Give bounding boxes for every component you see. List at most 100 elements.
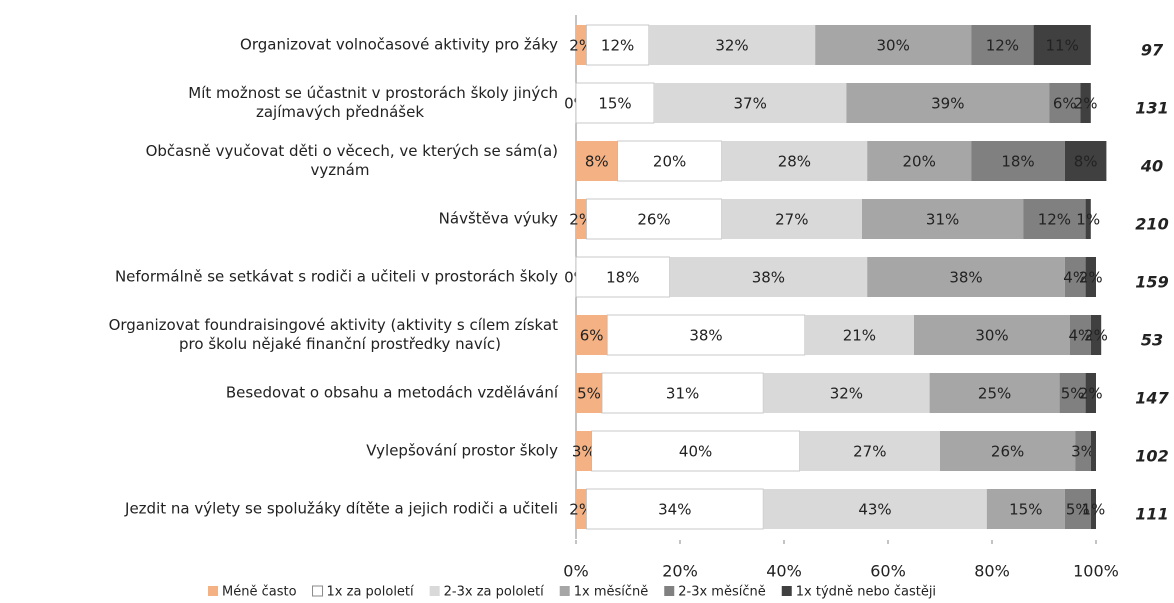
data-label: 6% (580, 327, 604, 345)
total-label: 102 (1135, 447, 1168, 466)
x-tick-label: 40% (766, 562, 802, 581)
bar-segment (586, 488, 764, 530)
data-label: 1% (1082, 501, 1106, 519)
bar-segment (929, 373, 1060, 413)
data-label: 3% (1071, 443, 1095, 461)
data-label: 11% (1046, 37, 1079, 55)
data-label: 38% (752, 269, 785, 287)
data-label: 20% (653, 153, 686, 171)
data-label: 20% (903, 153, 936, 171)
data-label: 8% (585, 153, 609, 171)
data-label: 1% (1076, 211, 1100, 229)
data-label: 30% (975, 327, 1008, 345)
category-label: Občasně vyučovat děti o věcech, ve který… (146, 142, 558, 160)
data-label: 5% (577, 385, 601, 403)
data-label: 8% (1074, 153, 1098, 171)
legend-label: 2-3x měsíčně (678, 585, 766, 600)
legend-label: 1x za pololetí (327, 585, 414, 600)
total-label: 97 (1141, 41, 1164, 60)
bar-segment (586, 198, 723, 240)
bar-segment (1064, 141, 1107, 181)
data-label: 2% (1084, 327, 1108, 345)
data-label: 38% (689, 327, 722, 345)
bar-segment (799, 431, 940, 471)
bar-segment (971, 25, 1034, 65)
data-label: 4% (1063, 269, 1087, 287)
total-label: 40 (1140, 157, 1163, 176)
bar-segment (1080, 83, 1091, 123)
bar-segment (914, 315, 1070, 355)
bar-segment (867, 141, 972, 181)
bar-segment (862, 199, 1024, 239)
data-label: 43% (858, 501, 891, 519)
x-tick-label: 60% (870, 562, 906, 581)
data-label: 27% (853, 443, 886, 461)
bar-segment (576, 373, 602, 413)
category-label: Návštěva výuky (439, 210, 558, 228)
data-label: 5% (1066, 501, 1090, 519)
data-label: 32% (715, 37, 748, 55)
total-label: 210 (1135, 215, 1168, 234)
data-label: 2% (1079, 269, 1103, 287)
data-label: 12% (1038, 211, 1071, 229)
bar-segment (575, 256, 670, 298)
data-label: 12% (986, 37, 1019, 55)
data-label: 34% (658, 501, 691, 519)
data-label: 15% (598, 95, 631, 113)
total-label: 159 (1135, 273, 1168, 292)
data-label: 39% (931, 95, 964, 113)
bar-segment (1049, 83, 1081, 123)
x-tick-label: 80% (974, 562, 1010, 581)
data-label: 26% (637, 211, 670, 229)
category-label: vyznám (311, 161, 370, 179)
data-label: 31% (926, 211, 959, 229)
legend-label: 1x týdně nebo častěji (796, 585, 936, 600)
data-label: 5% (1061, 385, 1085, 403)
bar-segment (1085, 373, 1096, 413)
bar-segment (1064, 489, 1091, 529)
bar-segment (669, 257, 868, 297)
bar-segment (1033, 25, 1091, 65)
data-label: 40% (679, 443, 712, 461)
bar-segment (763, 489, 987, 529)
data-label: 18% (1001, 153, 1034, 171)
bar-segment (940, 431, 1076, 471)
total-label: 53 (1141, 331, 1163, 350)
data-label: 3% (572, 443, 596, 461)
data-label: 28% (778, 153, 811, 171)
bar-segment (804, 315, 914, 355)
bar-segment (576, 431, 592, 471)
bar-segment (763, 373, 930, 413)
category-label: Neformálně se setkávat s rodiči a učitel… (115, 268, 558, 286)
legend-swatch (208, 586, 218, 596)
total-label: 111 (1135, 505, 1168, 524)
bar-segment (1070, 315, 1091, 355)
data-label: 25% (978, 385, 1011, 403)
x-tick-label: 0% (563, 562, 588, 581)
bar-segment (1059, 373, 1086, 413)
legend-swatch (312, 585, 324, 597)
legend-swatch (664, 586, 675, 596)
bar-segment (815, 25, 972, 65)
bar-segment (1090, 315, 1102, 355)
category-label: zajímavých přednášek (256, 103, 424, 121)
category-label: pro školu nějaké finanční prostředky nav… (179, 335, 501, 353)
data-label: 18% (606, 269, 639, 287)
x-tick-label: 100% (1073, 562, 1119, 581)
category-label: Organizovat volnočasové aktivity pro žák… (240, 36, 558, 54)
bar-segment (576, 489, 587, 529)
bar-segment (971, 141, 1065, 181)
data-label: 26% (991, 443, 1024, 461)
data-label: 15% (1009, 501, 1042, 519)
bar-segment (654, 83, 847, 123)
bar-segment (867, 257, 1065, 297)
bar-segment (576, 199, 587, 239)
x-tick-label: 20% (662, 562, 698, 581)
bar-segment (648, 25, 816, 65)
bar-segment (586, 24, 650, 66)
data-label: 27% (775, 211, 808, 229)
bar-segment (1023, 199, 1086, 239)
category-label: Jezdit na výlety se spolužáky dítěte a j… (124, 500, 558, 518)
legend-swatch (559, 586, 570, 596)
